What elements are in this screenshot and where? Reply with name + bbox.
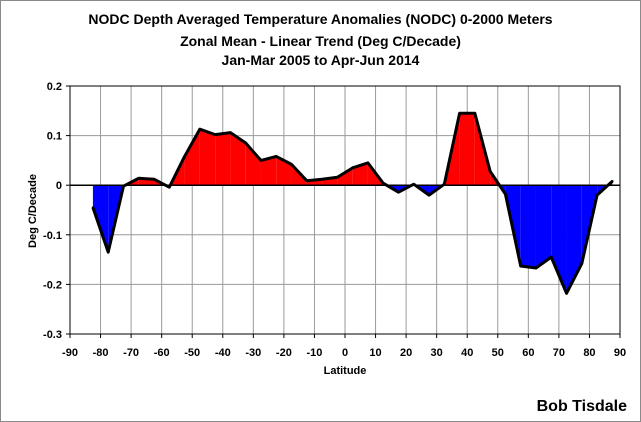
positive-area xyxy=(199,129,216,186)
negative-area xyxy=(566,185,582,294)
data-point xyxy=(397,190,400,194)
data-point xyxy=(213,133,217,136)
data-point xyxy=(488,170,492,173)
y-tick-label: -0.3 xyxy=(43,329,62,341)
y-tick-label: 0.1 xyxy=(47,131,62,143)
x-tick-label: 90 xyxy=(614,347,626,359)
y-axis-label: Deg C/Decade xyxy=(27,174,39,248)
x-tick-label: 0 xyxy=(342,347,348,359)
data-point xyxy=(336,176,339,179)
x-tick-label: -70 xyxy=(123,347,139,359)
x-tick-label: -50 xyxy=(184,347,200,359)
negative-area xyxy=(535,185,552,269)
data-point xyxy=(91,206,95,209)
x-tick-label: 30 xyxy=(431,347,443,359)
data-point xyxy=(183,155,186,158)
y-tick-label: -0.1 xyxy=(43,230,62,242)
chart-title-line-1: NODC Depth Averaged Temperature Anomalie… xyxy=(88,11,553,27)
chart-title-line-3: Jan-Mar 2005 to Apr-Jun 2014 xyxy=(221,52,420,68)
data-point xyxy=(366,161,370,165)
negative-area xyxy=(92,185,109,253)
data-point xyxy=(198,127,202,131)
data-point xyxy=(565,292,568,295)
positive-area xyxy=(459,113,475,186)
y-tick-label: 0 xyxy=(56,180,62,192)
data-point xyxy=(427,193,431,197)
positive-area xyxy=(337,167,353,186)
data-point xyxy=(106,250,110,254)
plot-border xyxy=(69,85,621,335)
data-point xyxy=(519,264,522,268)
series-line xyxy=(91,111,614,295)
tick-labels: -90 -80 -70 -60 -50 -40 -30 -20 -10 0 10 20 30 40 50 60… xyxy=(43,81,626,359)
data-point xyxy=(320,178,324,181)
x-tick-label: -60 xyxy=(154,347,170,359)
negative-area xyxy=(551,185,567,294)
data-point xyxy=(595,193,599,197)
data-point xyxy=(305,179,309,182)
x-tick-label: -30 xyxy=(245,347,261,359)
x-tick-label: 60 xyxy=(522,347,534,359)
axes xyxy=(66,85,621,338)
data-point xyxy=(152,178,156,181)
data-point xyxy=(275,155,278,158)
data-point xyxy=(351,166,354,170)
x-tick-label: 10 xyxy=(369,347,381,359)
x-tick-label: 50 xyxy=(492,347,504,359)
data-point xyxy=(244,141,247,145)
x-tick-label: 40 xyxy=(461,347,473,359)
x-tick-label: -20 xyxy=(276,347,292,359)
positive-area xyxy=(184,129,200,186)
x-tick-label: 80 xyxy=(583,347,595,359)
author-credit: Bob Tisdale xyxy=(536,398,627,415)
data-point xyxy=(504,192,507,196)
x-tick-label: -10 xyxy=(306,347,322,359)
data-point xyxy=(381,182,385,185)
positive-area xyxy=(230,132,246,186)
negative-area xyxy=(520,185,536,269)
x-tick-label: -80 xyxy=(93,347,109,359)
y-tick-label: 0.2 xyxy=(47,81,62,93)
data-point xyxy=(534,266,538,270)
x-axis-label: Latitude xyxy=(323,365,367,377)
data-point xyxy=(580,262,584,265)
data-point xyxy=(611,180,614,183)
data-point xyxy=(229,131,232,134)
data-point xyxy=(137,177,140,180)
data-point xyxy=(473,112,477,115)
chart-title-line-2: Zonal Mean - Linear Trend (Deg C/Decade) xyxy=(180,33,461,49)
data-point xyxy=(550,255,553,259)
x-tick-label: -90 xyxy=(62,347,78,359)
positive-area xyxy=(352,162,368,186)
x-tick-label: 20 xyxy=(400,347,412,359)
positive-area xyxy=(260,156,277,186)
data-point xyxy=(458,112,461,115)
data-point xyxy=(259,159,263,162)
data-point xyxy=(290,163,293,166)
data-point xyxy=(168,185,171,189)
x-tick-label: -40 xyxy=(215,347,231,359)
positive-area xyxy=(215,132,231,186)
x-tick-label: 70 xyxy=(553,347,565,359)
positive-area xyxy=(245,143,261,186)
y-tick-label: -0.2 xyxy=(43,279,62,291)
